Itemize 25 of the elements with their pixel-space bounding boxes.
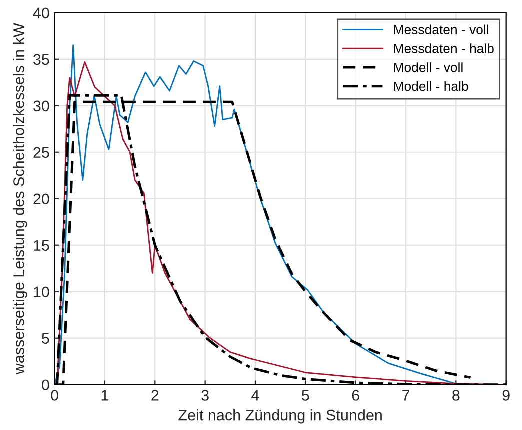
y-tick-label: 20 bbox=[34, 194, 50, 205]
x-tick-label: 5 bbox=[302, 390, 310, 401]
y-tick-label: 40 bbox=[33, 8, 50, 19]
legend-label: Modell - voll bbox=[394, 62, 463, 72]
x-tick-label: 0 bbox=[51, 390, 58, 401]
x-axis-title: Zeit nach Zündung in Stunden bbox=[178, 410, 382, 424]
x-tick-label: 2 bbox=[152, 390, 159, 401]
x-tick-label: 1 bbox=[102, 390, 108, 401]
y-axis-title: wasserseitige Leistung des Scheitholzkessels in kW bbox=[13, 23, 28, 375]
y-tick-label: 35 bbox=[34, 54, 50, 66]
legend-label: Modell - halb bbox=[394, 81, 468, 92]
x-tick-label: 9 bbox=[502, 390, 510, 401]
y-tick-label: 25 bbox=[34, 147, 50, 158]
y-tick-label: 0 bbox=[42, 380, 50, 391]
y-tick-label: 15 bbox=[34, 240, 50, 252]
legend-label: Messdaten - halb bbox=[394, 44, 494, 54]
y-tick-label: 5 bbox=[42, 333, 50, 344]
x-tick-label: 3 bbox=[202, 390, 209, 401]
x-tick-label: 8 bbox=[452, 390, 460, 401]
x-tick-label: 6 bbox=[352, 390, 360, 401]
x-tick-label: 4 bbox=[252, 390, 260, 401]
y-tick-label: 10 bbox=[34, 286, 50, 298]
y-tick-label: 30 bbox=[34, 100, 50, 112]
x-tick-label: 7 bbox=[402, 390, 410, 401]
legend-label: Messdaten - voll bbox=[394, 24, 488, 34]
